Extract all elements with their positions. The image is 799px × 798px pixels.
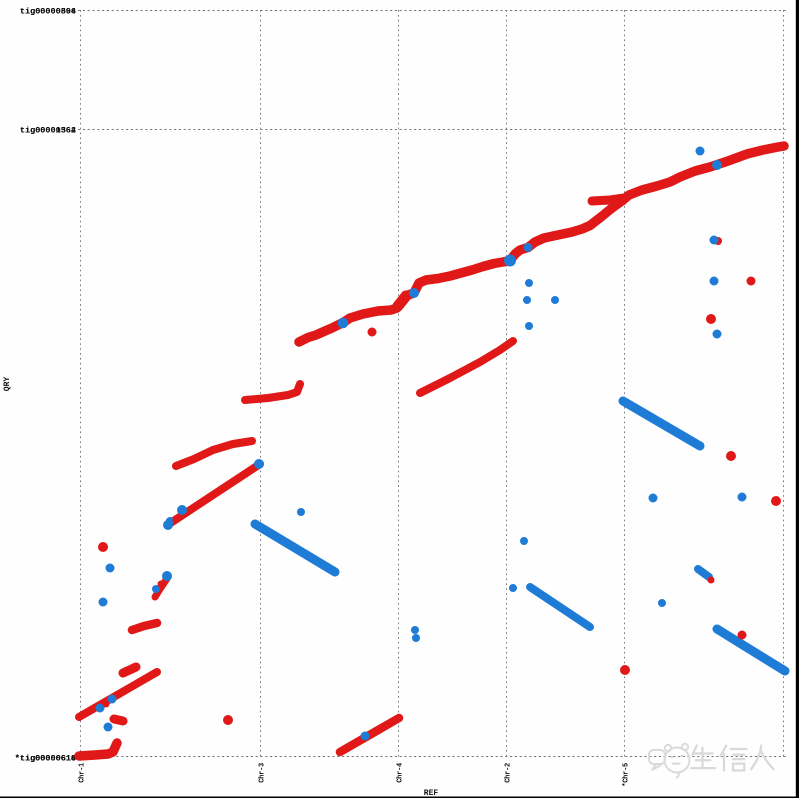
svg-text:tig00000564: tig00000564	[20, 7, 76, 17]
svg-text:tig00000362: tig00000362	[20, 126, 76, 136]
svg-text:*tig00000610: *tig00000610	[15, 754, 76, 764]
svg-text:*tig00000614: *tig00000614	[15, 754, 76, 764]
svg-text:tig00000896: tig00000896	[20, 7, 76, 17]
svg-text:Chr-3: Chr-3	[259, 763, 267, 783]
svg-text:tig00001564: tig00001564	[20, 126, 76, 136]
svg-text:QRY: QRY	[3, 377, 12, 392]
svg-text:REF: REF	[424, 789, 439, 798]
svg-text:*Chr-5: *Chr-5	[623, 763, 631, 787]
svg-text:*tig00000618: *tig00000618	[15, 754, 76, 764]
svg-text:Chr-2: Chr-2	[505, 763, 513, 783]
svg-text:Chr-4: Chr-4	[397, 763, 405, 783]
svg-text:Chr-1: Chr-1	[79, 763, 87, 783]
